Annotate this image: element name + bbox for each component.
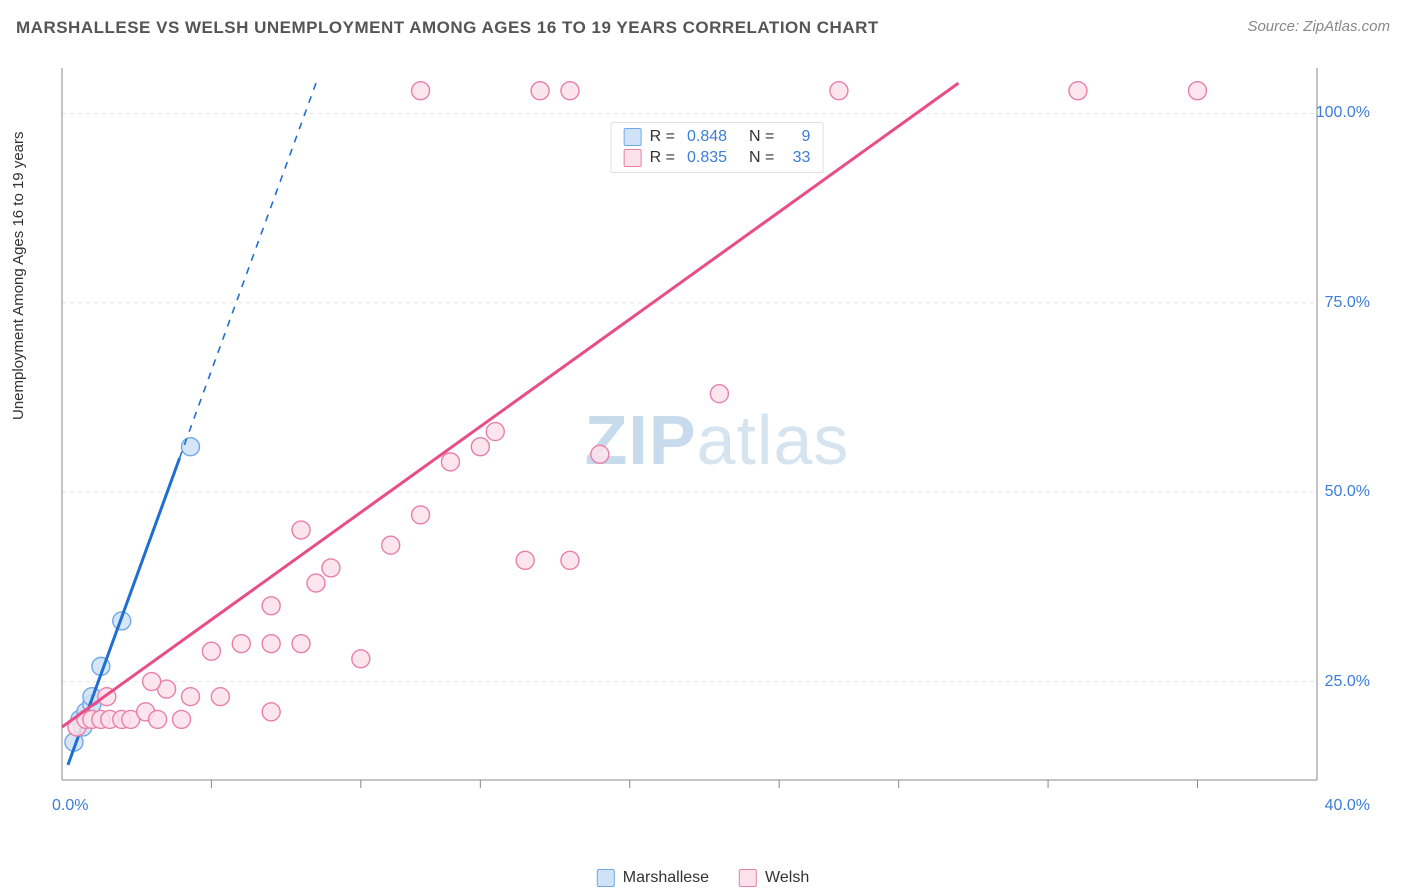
legend-r-label: R = [650, 128, 675, 146]
x-tick-label: 40.0% [1325, 797, 1370, 815]
legend-n-label: N = [749, 149, 774, 167]
x-tick-label: 0.0% [52, 797, 88, 815]
y-tick-label: 25.0% [1325, 673, 1370, 691]
correlation-legend: R = 0.848 N = 9 R = 0.835 N = 33 [611, 122, 824, 173]
legend-swatch-icon [624, 149, 642, 167]
legend-r-value: 0.835 [687, 149, 727, 167]
legend-row-marshallese: R = 0.848 N = 9 [624, 128, 811, 146]
source-attribution: Source: ZipAtlas.com [1247, 18, 1390, 35]
legend-n-value: 9 [786, 128, 810, 146]
legend-swatch-icon [597, 869, 615, 887]
legend-row-welsh: R = 0.835 N = 33 [624, 149, 811, 167]
legend-n-label: N = [749, 128, 774, 146]
legend-swatch-icon [739, 869, 757, 887]
y-tick-label: 75.0% [1325, 294, 1370, 312]
legend-swatch-icon [624, 128, 642, 146]
legend-item-label: Marshallese [623, 869, 709, 887]
legend-r-label: R = [650, 149, 675, 167]
chart-title: MARSHALLESE VS WELSH UNEMPLOYMENT AMONG … [16, 18, 879, 38]
legend-item-marshallese: Marshallese [597, 869, 709, 887]
y-tick-label: 100.0% [1316, 104, 1370, 122]
y-tick-label: 50.0% [1325, 483, 1370, 501]
legend-n-value: 33 [786, 149, 810, 167]
chart-svg [52, 60, 1382, 820]
legend-r-value: 0.848 [687, 128, 727, 146]
legend-item-welsh: Welsh [739, 869, 809, 887]
y-axis-label: Unemployment Among Ages 16 to 19 years [10, 131, 27, 420]
chart-header: MARSHALLESE VS WELSH UNEMPLOYMENT AMONG … [16, 18, 1390, 38]
series-legend: Marshallese Welsh [597, 869, 809, 887]
plot-area: ZIPatlas R =0.848N =9R =0.835N =33 25.0%… [52, 60, 1382, 820]
legend-item-label: Welsh [765, 869, 809, 887]
